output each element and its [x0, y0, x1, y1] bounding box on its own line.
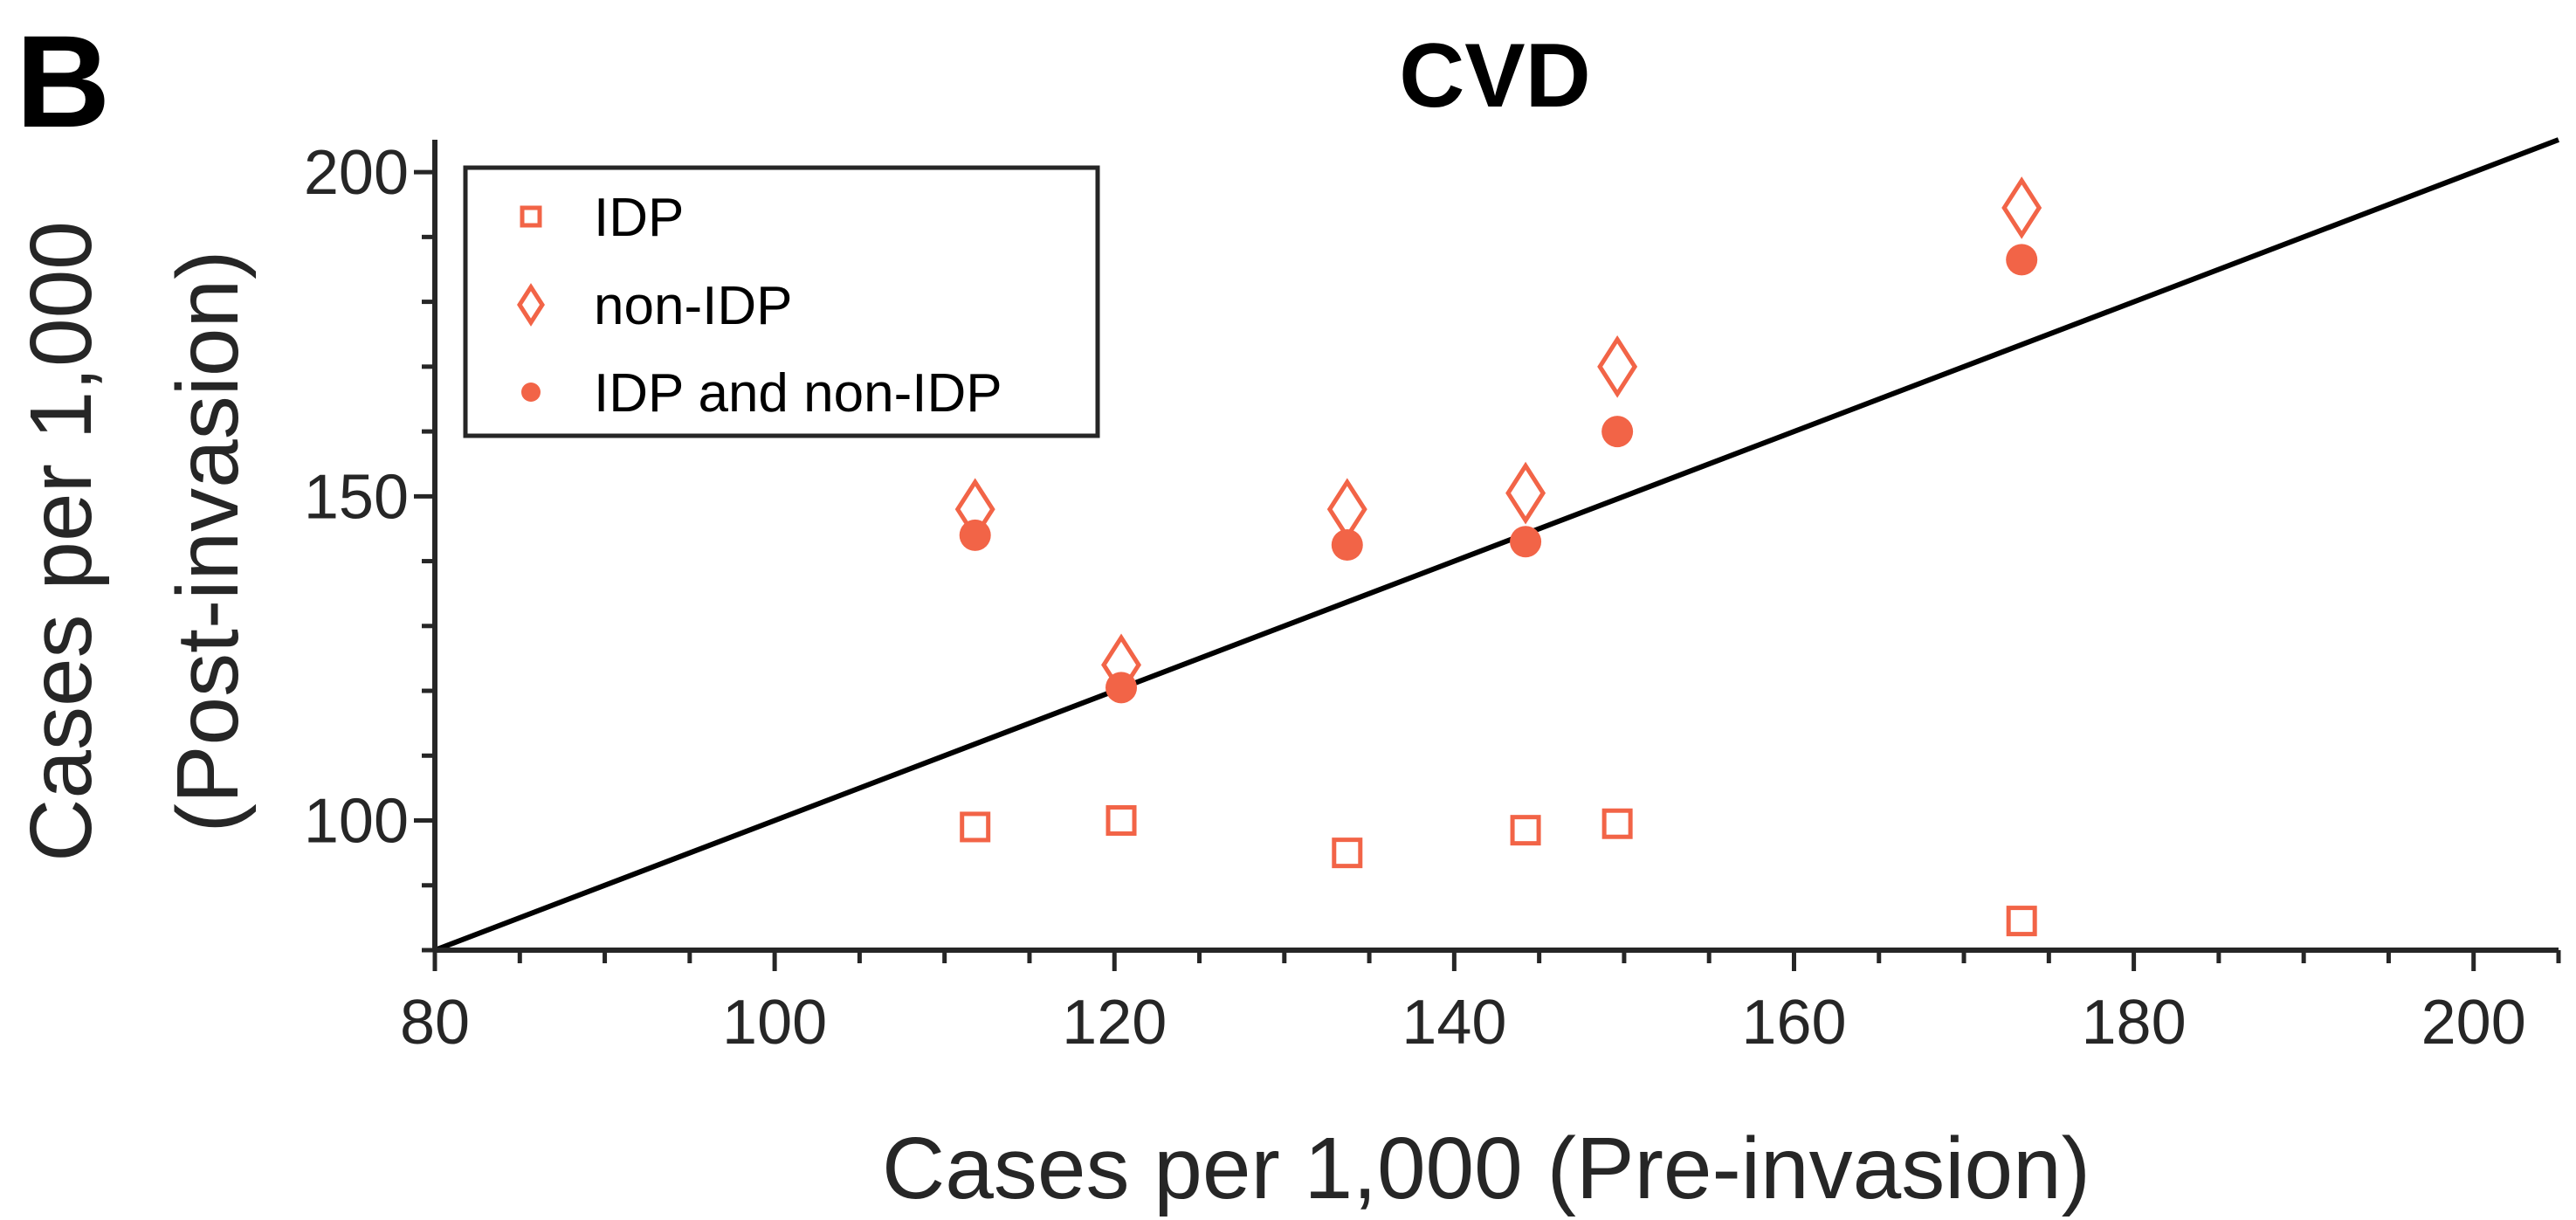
legend-marker — [520, 205, 542, 228]
data-point — [960, 811, 991, 843]
series-idp-and-non-idp — [959, 244, 2038, 704]
series-non-idp — [954, 176, 2042, 697]
y-axis-label: Cases per 1,000 (Post-invasion) — [12, 221, 257, 862]
legend-items: IDP non-IDP IDP and non-IDP — [517, 188, 1002, 424]
data-point — [2006, 244, 2038, 276]
data-point — [1105, 672, 1138, 704]
axes: 80 100 120 140 160 180 200 100 150 200 — [304, 138, 2561, 1058]
legend: IDP non-IDP IDP and non-IDP — [463, 165, 1100, 438]
legend-marker — [517, 283, 545, 327]
data-points — [954, 176, 2042, 937]
y-tick-label: 100 — [304, 787, 409, 857]
y-tick-label: 200 — [304, 138, 409, 208]
y-axis-label-line1: Cases per 1,000 — [12, 221, 110, 862]
x-tick-label: 140 — [1402, 988, 1506, 1058]
data-point — [1505, 461, 1546, 525]
data-point — [959, 519, 991, 551]
x-axis-label: Cases per 1,000 (Pre-invasion) — [882, 1120, 2090, 1217]
data-point — [1601, 416, 1634, 448]
x-tick-label: 120 — [1062, 988, 1167, 1058]
data-point — [1510, 815, 1541, 846]
legend-label: IDP and non-IDP — [594, 363, 1002, 424]
data-point — [2006, 906, 2037, 937]
panel-label: B — [16, 8, 110, 155]
y-axis-label-line2: (Post-invasion) — [159, 251, 257, 833]
x-tick-label: 100 — [722, 988, 827, 1058]
legend-marker — [521, 383, 541, 402]
data-point — [1510, 526, 1542, 558]
reference-line — [433, 137, 2560, 953]
data-point — [1331, 529, 1363, 561]
data-point — [1597, 335, 1638, 398]
chart-title: CVD — [1399, 25, 1591, 127]
y-tick-label: 150 — [304, 462, 409, 532]
data-point — [2001, 176, 2042, 239]
x-tick-label: 180 — [2082, 988, 2187, 1058]
data-point — [1601, 808, 1633, 839]
data-point — [1105, 805, 1137, 837]
legend-box — [463, 165, 1100, 438]
series-idp — [960, 805, 2037, 937]
x-tick-label: 80 — [400, 988, 470, 1058]
x-tick-label: 160 — [1741, 988, 1846, 1058]
data-point — [1326, 478, 1367, 541]
legend-label: non-IDP — [594, 276, 792, 336]
legend-label: IDP — [594, 188, 684, 248]
data-point — [1332, 837, 1363, 869]
reference-line-layer — [433, 137, 2560, 953]
x-tick-label: 200 — [2421, 988, 2526, 1058]
